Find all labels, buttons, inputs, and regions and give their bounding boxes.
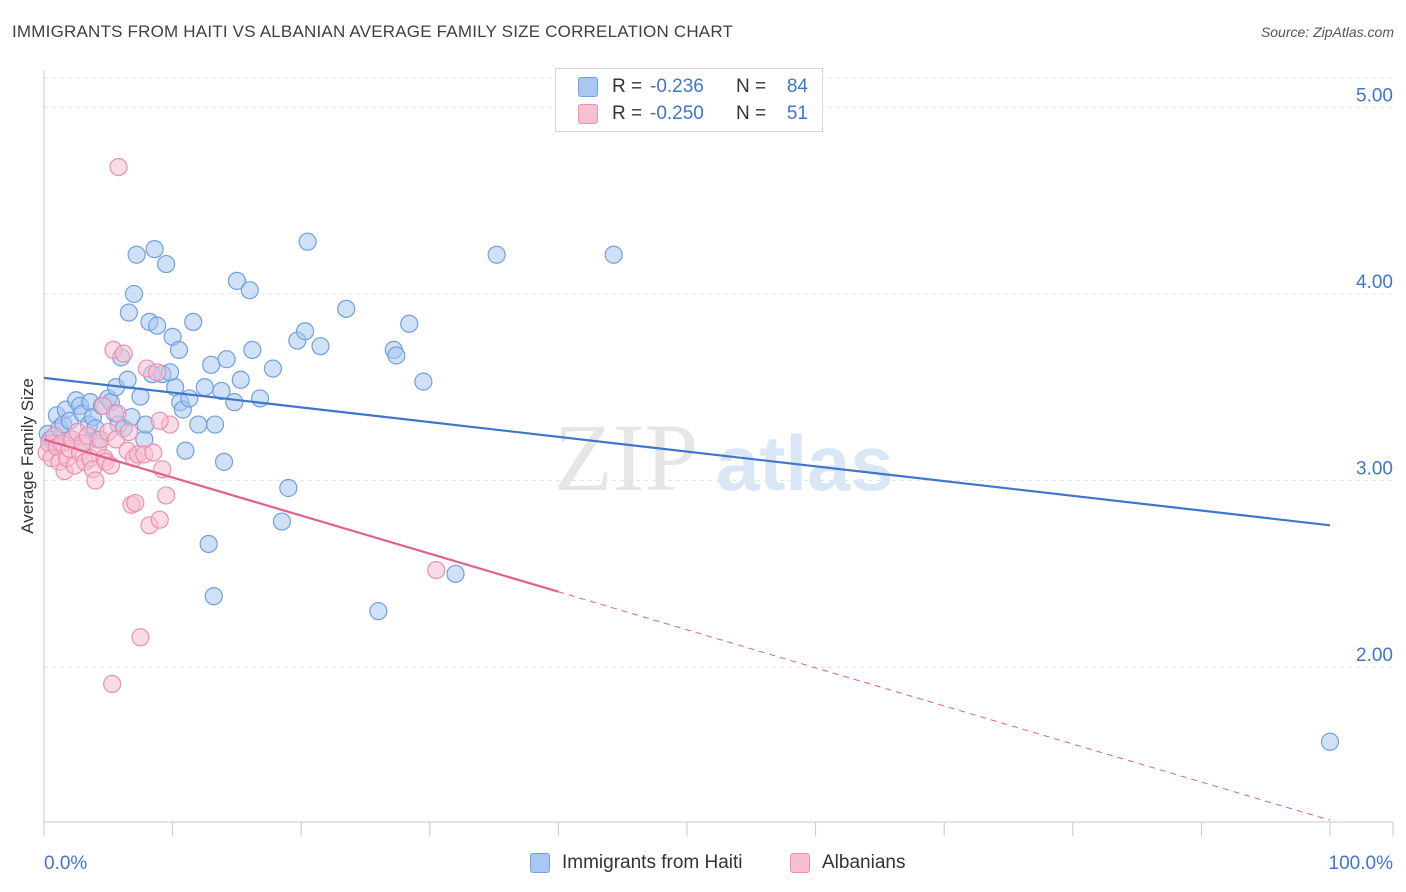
albanians-point (103, 674, 122, 694)
haiti-point (127, 245, 146, 264)
n-label: N = (736, 103, 767, 124)
haiti-point (446, 564, 465, 583)
legend-item-albanians[interactable]: Albanians (790, 852, 905, 874)
haiti-point (180, 389, 199, 408)
haiti-swatch (578, 77, 598, 97)
haiti-point (240, 281, 259, 300)
haiti-point (387, 346, 406, 365)
haiti-point (279, 478, 298, 498)
haiti-point (145, 240, 164, 259)
r-label: R = (612, 103, 643, 124)
albanians-point (109, 157, 128, 177)
haiti-point (225, 393, 244, 412)
haiti-point (1320, 732, 1340, 751)
legend-label: Immigrants from Haiti (562, 852, 743, 873)
albanians-legend-swatch (790, 853, 810, 873)
y-tick-label: 5.00 (1356, 85, 1393, 106)
haiti-point (199, 534, 218, 554)
albanians-point (94, 396, 113, 415)
haiti-point (212, 381, 231, 401)
y-tick-label: 4.00 (1356, 272, 1393, 293)
y-axis-label: Average Family Size (18, 378, 37, 534)
haiti-point (124, 284, 144, 304)
haiti-point (202, 355, 221, 374)
legend-item-haiti[interactable]: Immigrants from Haiti (530, 852, 743, 874)
watermark-zip: ZIP (554, 404, 698, 511)
haiti-point (243, 340, 262, 360)
haiti-point (214, 452, 234, 471)
haiti-point (604, 245, 623, 264)
albanians-point (144, 443, 163, 462)
n-label: N = (736, 76, 767, 97)
haiti-legend-swatch (530, 853, 550, 873)
r-value: -0.250 (650, 103, 704, 124)
y-tick-label: 2.00 (1356, 645, 1393, 666)
haiti-point (263, 359, 283, 378)
albanians-point (108, 404, 127, 423)
x-tick-label-min: 0.0% (44, 853, 87, 874)
albanians-point (157, 486, 176, 505)
haiti-point (231, 370, 250, 389)
n-value: 84 (786, 76, 808, 97)
haiti-point (311, 337, 330, 356)
haiti-point (295, 322, 315, 341)
stats-box: R = -0.236 N = 84 R = -0.250 N = 51 (555, 68, 823, 132)
albanians-point (150, 510, 169, 529)
haiti-point (400, 314, 419, 333)
haiti-point (176, 441, 195, 460)
haiti-point (195, 378, 214, 397)
y-tick-label: 3.00 (1356, 459, 1393, 480)
haiti-point (205, 415, 225, 434)
r-value: -0.236 (650, 76, 704, 97)
albanians-point (148, 363, 167, 382)
stats-row-haiti: R = -0.236 N = 84 (578, 74, 808, 100)
chart-title: IMMIGRANTS FROM HAITI VS ALBANIAN AVERAG… (12, 22, 734, 41)
legend-label: Albanians (822, 852, 906, 873)
albanians-point (427, 560, 446, 580)
albanians-swatch (578, 104, 598, 124)
haiti-trend-line (43, 376, 1331, 527)
haiti-point (157, 254, 176, 274)
x-tick-label-max: 100.0% (1329, 853, 1394, 874)
haiti-point (204, 587, 223, 606)
haiti-point (169, 340, 189, 360)
haiti-point (487, 245, 506, 264)
albanians-point (126, 493, 145, 513)
haiti-point (414, 372, 433, 391)
albanians-point (131, 628, 150, 647)
stats-row-albanians: R = -0.250 N = 51 (578, 101, 808, 127)
haiti-point (119, 303, 138, 322)
n-value: 51 (786, 103, 808, 124)
haiti-point (217, 350, 236, 369)
haiti-point (337, 299, 356, 318)
albanians-trend-line (43, 438, 559, 593)
source-label: Source: ZipAtlas.com (1260, 24, 1394, 40)
haiti-point (369, 602, 388, 621)
haiti-point (184, 312, 203, 332)
albanians-trend-line-extension (558, 591, 1331, 821)
haiti-point (227, 271, 246, 290)
watermark-atlas: atlas (716, 419, 894, 507)
haiti-point (272, 512, 292, 531)
albanians-point (86, 471, 105, 490)
haiti-point (189, 415, 208, 434)
albanians-point (150, 411, 169, 430)
albanians-point (114, 344, 133, 363)
r-label: R = (612, 76, 643, 97)
albanians-point (119, 422, 138, 442)
haiti-point (298, 232, 317, 251)
haiti-point (148, 316, 167, 335)
